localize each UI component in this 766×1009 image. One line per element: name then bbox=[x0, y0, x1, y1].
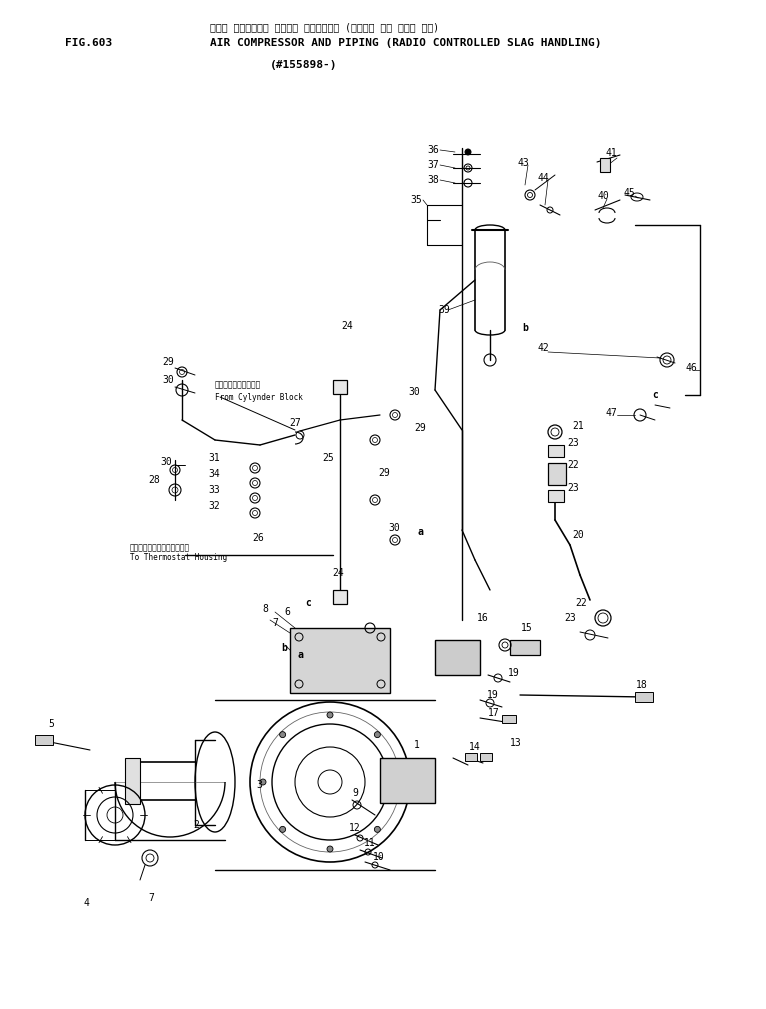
Bar bbox=[600, 158, 610, 172]
Bar bbox=[290, 628, 390, 693]
Text: c: c bbox=[305, 598, 311, 608]
Text: 37: 37 bbox=[427, 160, 439, 170]
Circle shape bbox=[375, 826, 381, 832]
Text: 25: 25 bbox=[322, 453, 334, 463]
Text: 47: 47 bbox=[606, 408, 617, 418]
Bar bbox=[635, 692, 653, 702]
Bar bbox=[480, 753, 492, 761]
Text: 22: 22 bbox=[567, 460, 579, 470]
Text: c: c bbox=[652, 390, 658, 400]
Text: 31: 31 bbox=[208, 453, 220, 463]
Circle shape bbox=[260, 779, 266, 785]
Bar bbox=[465, 753, 477, 761]
Bar bbox=[548, 463, 566, 485]
Text: 32: 32 bbox=[208, 501, 220, 511]
Text: 29: 29 bbox=[378, 468, 390, 478]
Text: 7: 7 bbox=[148, 893, 154, 903]
Text: 1: 1 bbox=[414, 740, 420, 750]
Bar bbox=[435, 640, 480, 675]
Text: 5: 5 bbox=[48, 719, 54, 728]
Text: 33: 33 bbox=[208, 485, 220, 495]
Text: AIR COMPRESSOR AND PIPING (RADIO CONTROLLED SLAG HANDLING): AIR COMPRESSOR AND PIPING (RADIO CONTROL… bbox=[210, 38, 601, 48]
Circle shape bbox=[375, 732, 381, 738]
Text: a: a bbox=[298, 650, 304, 660]
Text: 19: 19 bbox=[487, 690, 499, 700]
Circle shape bbox=[327, 846, 333, 852]
Text: 19: 19 bbox=[508, 668, 520, 678]
Bar bbox=[380, 758, 435, 803]
Bar bbox=[548, 445, 564, 457]
Text: a: a bbox=[418, 527, 424, 537]
Text: 24: 24 bbox=[332, 568, 344, 578]
Text: シリンダブロックから: シリンダブロックから bbox=[215, 380, 261, 389]
Text: 30: 30 bbox=[388, 523, 400, 533]
Text: 9: 9 bbox=[352, 788, 358, 798]
Circle shape bbox=[327, 712, 333, 718]
Text: 36: 36 bbox=[427, 145, 439, 155]
Text: サーモスタットハウジングヘ: サーモスタットハウジングヘ bbox=[130, 544, 190, 553]
Text: 38: 38 bbox=[427, 175, 439, 185]
Circle shape bbox=[394, 779, 400, 785]
Text: FIG.603: FIG.603 bbox=[65, 38, 113, 48]
Text: b: b bbox=[522, 323, 528, 333]
Text: エアー コンプレッサ オヨビコ ハイピングコ (ラジコン ノロ ショリ ヨウ): エアー コンプレッサ オヨビコ ハイピングコ (ラジコン ノロ ショリ ヨウ) bbox=[210, 22, 439, 32]
Text: 14: 14 bbox=[469, 742, 481, 752]
Text: 26: 26 bbox=[252, 533, 264, 543]
Text: 7: 7 bbox=[272, 618, 278, 628]
Text: 39: 39 bbox=[438, 305, 450, 315]
Text: 30: 30 bbox=[162, 375, 174, 385]
Bar bbox=[502, 715, 516, 723]
Text: 6: 6 bbox=[284, 607, 290, 616]
Text: (#155898-): (#155898-) bbox=[270, 60, 338, 70]
Text: 3: 3 bbox=[256, 780, 262, 790]
Bar bbox=[333, 590, 347, 604]
Text: 4: 4 bbox=[84, 898, 90, 908]
Text: 45: 45 bbox=[624, 188, 636, 198]
Text: To Thermostat Housing: To Thermostat Housing bbox=[130, 554, 228, 562]
Text: 34: 34 bbox=[208, 469, 220, 479]
Text: 29: 29 bbox=[414, 423, 426, 433]
Text: 41: 41 bbox=[606, 148, 617, 158]
Text: 46: 46 bbox=[685, 363, 697, 373]
Text: 13: 13 bbox=[510, 738, 522, 748]
Text: From Cylynder Block: From Cylynder Block bbox=[215, 393, 303, 402]
Text: b: b bbox=[281, 643, 287, 653]
Text: 24: 24 bbox=[341, 321, 353, 331]
Text: 30: 30 bbox=[408, 387, 420, 397]
Text: 29: 29 bbox=[162, 357, 174, 367]
Text: 8: 8 bbox=[262, 604, 268, 614]
Bar bbox=[125, 758, 140, 804]
Circle shape bbox=[465, 149, 471, 155]
Text: 43: 43 bbox=[518, 158, 530, 169]
Text: 16: 16 bbox=[477, 613, 489, 623]
Text: 2: 2 bbox=[193, 820, 199, 830]
Bar bbox=[35, 735, 53, 745]
Bar bbox=[333, 380, 347, 394]
Text: 22: 22 bbox=[575, 598, 587, 608]
Text: 23: 23 bbox=[567, 438, 579, 448]
Text: 18: 18 bbox=[636, 680, 648, 690]
Text: 17: 17 bbox=[488, 708, 499, 718]
Text: 27: 27 bbox=[289, 418, 301, 428]
Text: 35: 35 bbox=[410, 195, 422, 205]
Text: 23: 23 bbox=[564, 613, 576, 623]
Text: 10: 10 bbox=[373, 852, 385, 862]
Text: 30: 30 bbox=[160, 457, 172, 467]
Text: 15: 15 bbox=[521, 623, 532, 633]
Circle shape bbox=[280, 732, 286, 738]
Text: 21: 21 bbox=[572, 421, 584, 431]
Text: 28: 28 bbox=[148, 475, 160, 485]
Circle shape bbox=[280, 826, 286, 832]
Text: 40: 40 bbox=[597, 191, 609, 201]
Text: 20: 20 bbox=[572, 530, 584, 540]
Text: 11: 11 bbox=[364, 838, 376, 848]
Text: 23: 23 bbox=[567, 483, 579, 493]
Text: 12: 12 bbox=[349, 823, 361, 833]
Text: 42: 42 bbox=[537, 343, 548, 353]
Bar bbox=[548, 490, 564, 502]
Bar bbox=[510, 640, 540, 655]
Text: 44: 44 bbox=[537, 173, 548, 183]
